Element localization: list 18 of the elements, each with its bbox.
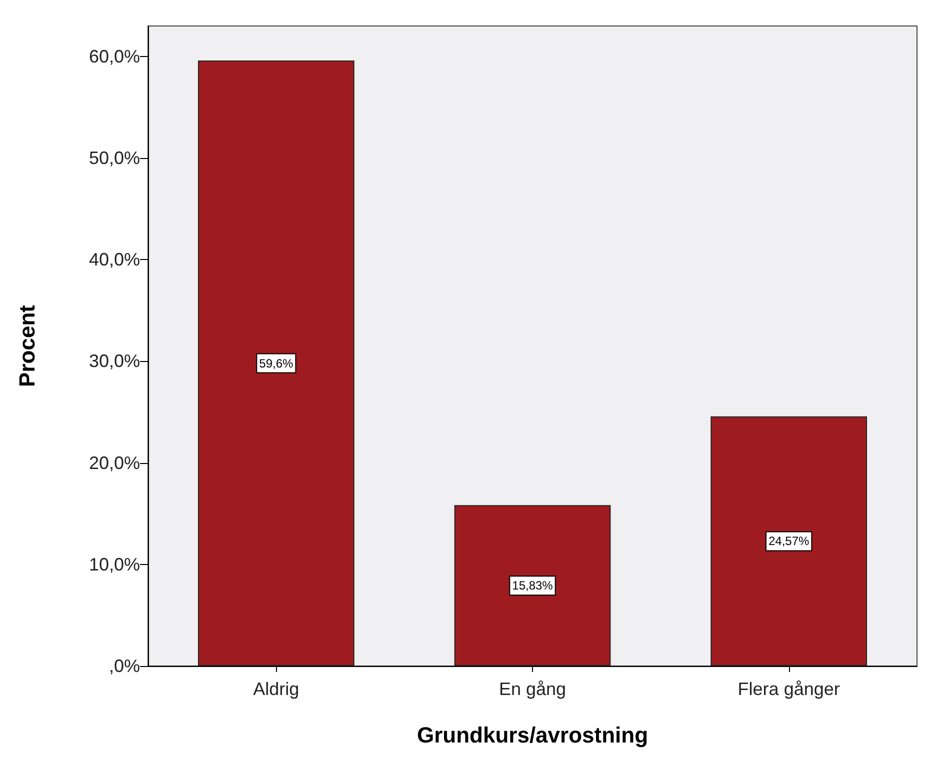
y-tick-label: 60,0% [88, 46, 140, 66]
data-label: 59,6% [259, 356, 294, 370]
x-tick-label: Aldrig [253, 679, 300, 699]
y-tick-label: 50,0% [88, 148, 140, 168]
x-axis-title: Grundkurs/avrostning [416, 722, 648, 748]
data-label: 15,83% [512, 578, 554, 593]
bar [198, 60, 354, 666]
y-tick-label: 10,0% [88, 554, 140, 574]
bar [454, 505, 611, 666]
data-label: 24,57% [768, 534, 810, 548]
y-axis-title: Procent [14, 304, 40, 387]
x-tick-label: En gång [498, 679, 566, 699]
x-tick-label: Flera gånger [738, 679, 840, 699]
bar [710, 416, 868, 666]
y-tick-label: 40,0% [88, 250, 140, 270]
y-tick-label: ,0% [108, 656, 140, 676]
y-tick-label: 20,0% [88, 452, 140, 473]
y-tick-label: 30,0% [88, 351, 140, 372]
